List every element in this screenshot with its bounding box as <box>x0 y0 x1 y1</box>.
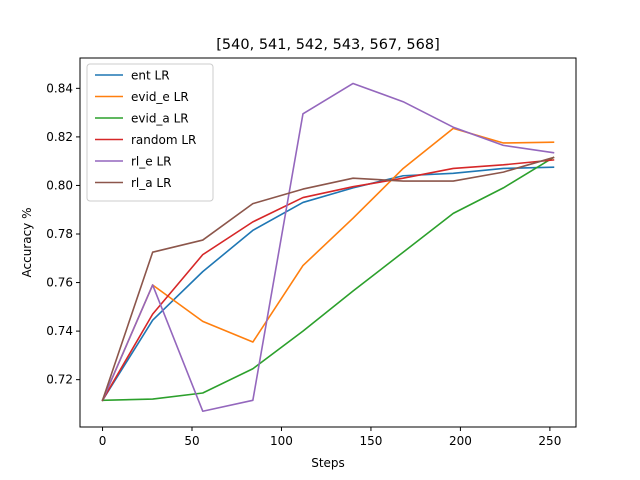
legend-label: evid_e LR <box>131 90 189 104</box>
series-line-random-lr <box>101 159 555 402</box>
y-tick-label: 0.82 <box>46 130 73 144</box>
x-axis: 0 50 100 150 200 250 <box>99 427 561 448</box>
x-tick-label: 0 <box>99 434 107 448</box>
legend-label: rl_e LR <box>131 155 172 169</box>
series-line-rl-e-lr <box>101 82 555 413</box>
legend-label: evid_a LR <box>131 112 189 126</box>
x-tick-label: 200 <box>449 434 472 448</box>
legend-label: random LR <box>131 133 196 147</box>
x-tick-label: 150 <box>359 434 382 448</box>
legend-label: rl_a LR <box>131 176 171 190</box>
x-tick-label: 50 <box>184 434 199 448</box>
series-line-rl-a-lr <box>101 156 555 402</box>
y-tick-label: 0.78 <box>46 227 73 241</box>
y-tick-label: 0.80 <box>46 178 73 192</box>
legend-item: ent LR <box>95 69 170 83</box>
y-tick-label: 0.76 <box>46 276 73 290</box>
legend-item: random LR <box>95 133 196 147</box>
x-tick-label: 250 <box>538 434 561 448</box>
chart-title: [540, 541, 542, 543, 567, 568] <box>216 37 439 53</box>
legend-item: evid_e LR <box>95 90 189 104</box>
axes-frame <box>79 57 577 428</box>
y-axis: 0.72 0.74 0.76 0.78 0.80 0.82 0.84 <box>46 81 80 387</box>
y-axis-label: Accuracy % <box>20 207 34 277</box>
legend-label: ent LR <box>131 69 170 83</box>
legend-item: rl_e LR <box>95 155 172 169</box>
series-layer <box>101 82 555 413</box>
series-line-ent-lr <box>101 166 555 402</box>
legend-item: rl_a LR <box>95 176 171 190</box>
legend: ent LR evid_e LR evid_a LR random LR rl_e LR… <box>86 63 214 202</box>
legend-box <box>86 63 214 202</box>
y-tick-label: 0.74 <box>46 324 73 338</box>
y-tick-label: 0.84 <box>46 81 73 95</box>
x-axis-label: Steps <box>311 456 345 470</box>
series-line-evid-a-lr <box>101 156 555 402</box>
y-tick-label: 0.72 <box>46 373 73 387</box>
x-tick-label: 100 <box>270 434 293 448</box>
legend-item: evid_a LR <box>95 112 189 126</box>
